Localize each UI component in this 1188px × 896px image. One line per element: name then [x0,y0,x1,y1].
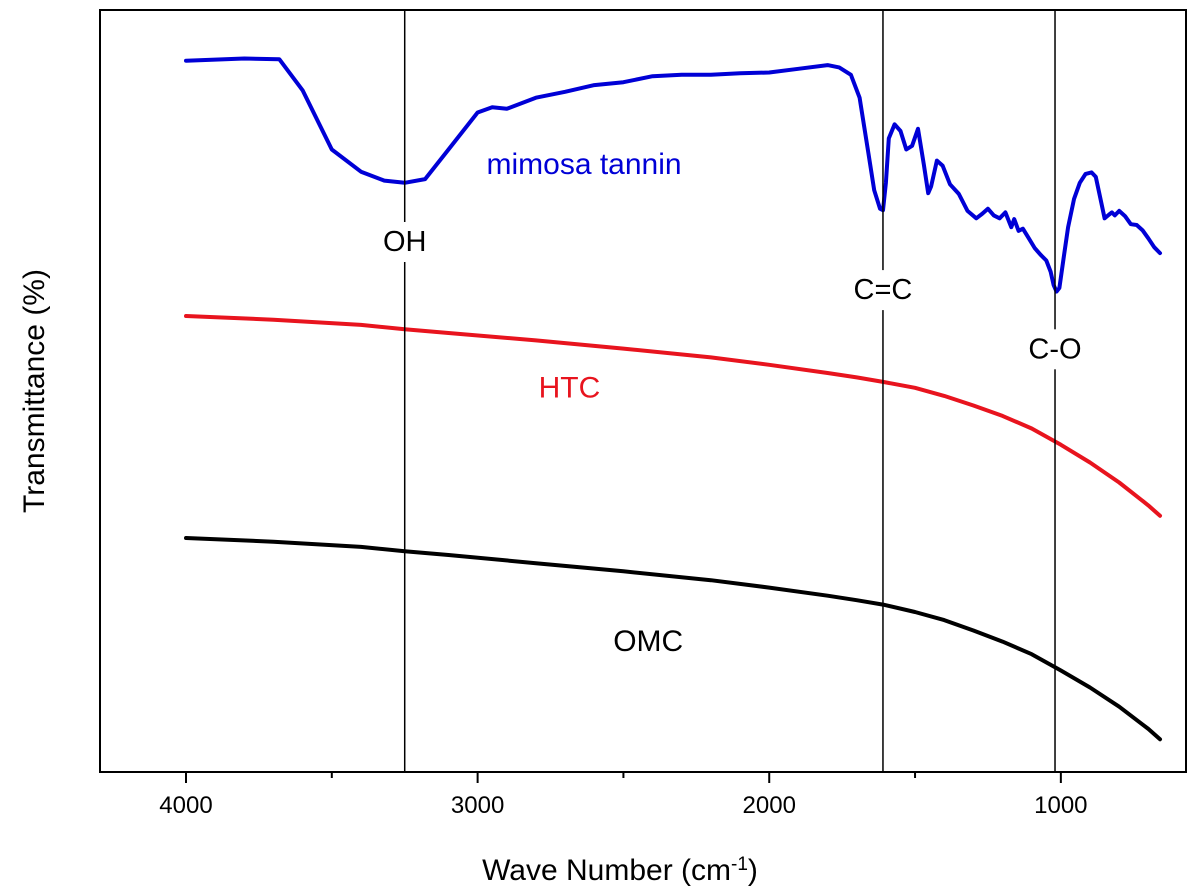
x-tick-label-3000: 3000 [451,792,504,819]
x-axis-title-text: Wave Number (cm [482,854,731,887]
series-line-mimosa-tannin [184,56,1162,294]
series-label-layer: mimosa tannin HTC OMC [487,148,684,658]
series-label-omc: OMC [613,625,683,658]
annotation-bg-oh [385,222,424,262]
x-tick-label-1000: 1000 [1034,792,1087,819]
series-layer [184,56,1162,742]
series-label-mimosa-tannin: mimosa tannin [487,148,682,181]
annotation-c-o: C-O [1028,333,1081,365]
vline-layer [403,10,1056,772]
y-axis-title: Transmittance (%) [18,269,51,513]
annotation-c-c: C=C [854,274,913,306]
annotation-layer: OH C=C C-O [383,222,1084,370]
series-label-htc: HTC [539,371,601,404]
x-axis-title: Wave Number (cm-1) [482,854,758,888]
annotation-oh: OH [383,226,427,258]
x-tick-label-2000: 2000 [743,792,796,819]
x-tick-layer: 4000 3000 2000 1000 [159,772,1088,819]
annotation-bg-c-o [1026,329,1084,370]
x-tick-label-4000: 4000 [159,792,212,819]
x-axis-title-superscript: -1 [731,854,748,875]
plot-frame [99,9,1187,773]
annotation-bg-c-c [854,270,912,311]
series-line-htc [184,314,1162,518]
series-line-omc [184,536,1162,742]
x-axis-title-close: ) [748,854,758,887]
